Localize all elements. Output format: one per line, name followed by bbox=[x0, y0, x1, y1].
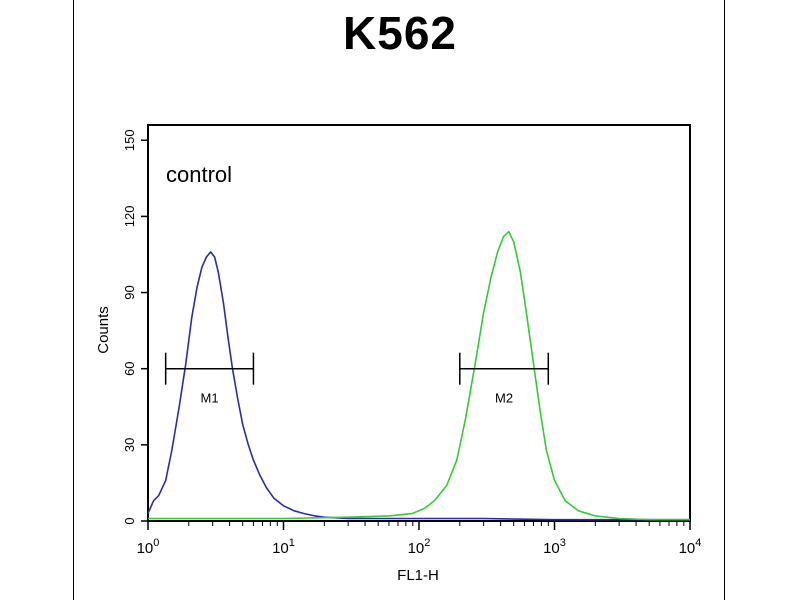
y-tick-label: 0 bbox=[122, 517, 137, 524]
x-axis-label: FL1-H bbox=[397, 567, 439, 584]
x-tick-label: 102 bbox=[408, 537, 431, 557]
y-tick-label: 60 bbox=[122, 361, 137, 375]
chart-title: K562 bbox=[343, 7, 457, 59]
y-axis: 0 30 60 90 120 150 bbox=[122, 129, 148, 525]
control-histogram-line bbox=[147, 251, 690, 521]
gate-label: M1 bbox=[201, 391, 219, 406]
y-tick-label: 150 bbox=[122, 129, 137, 151]
frame-left-border bbox=[73, 0, 74, 600]
x-tick-label: 100 bbox=[137, 537, 160, 557]
y-tick-label: 30 bbox=[122, 438, 137, 452]
x-tick-label: 101 bbox=[272, 537, 295, 557]
gate-layer: M1 M2 bbox=[164, 352, 550, 406]
control-annotation: control bbox=[166, 162, 232, 187]
x-axis: 100 101 102 103 104 bbox=[137, 521, 702, 557]
y-tick-label: 120 bbox=[122, 206, 137, 228]
series-layer bbox=[147, 230, 690, 521]
frame-right-border bbox=[724, 0, 725, 600]
x-tick-label: 104 bbox=[679, 537, 702, 557]
gate-label: M2 bbox=[495, 391, 513, 406]
sample-histogram-line bbox=[148, 230, 690, 521]
y-tick-label: 90 bbox=[122, 285, 137, 299]
y-axis-label: Counts bbox=[95, 306, 112, 354]
x-tick-label: 103 bbox=[543, 537, 566, 557]
